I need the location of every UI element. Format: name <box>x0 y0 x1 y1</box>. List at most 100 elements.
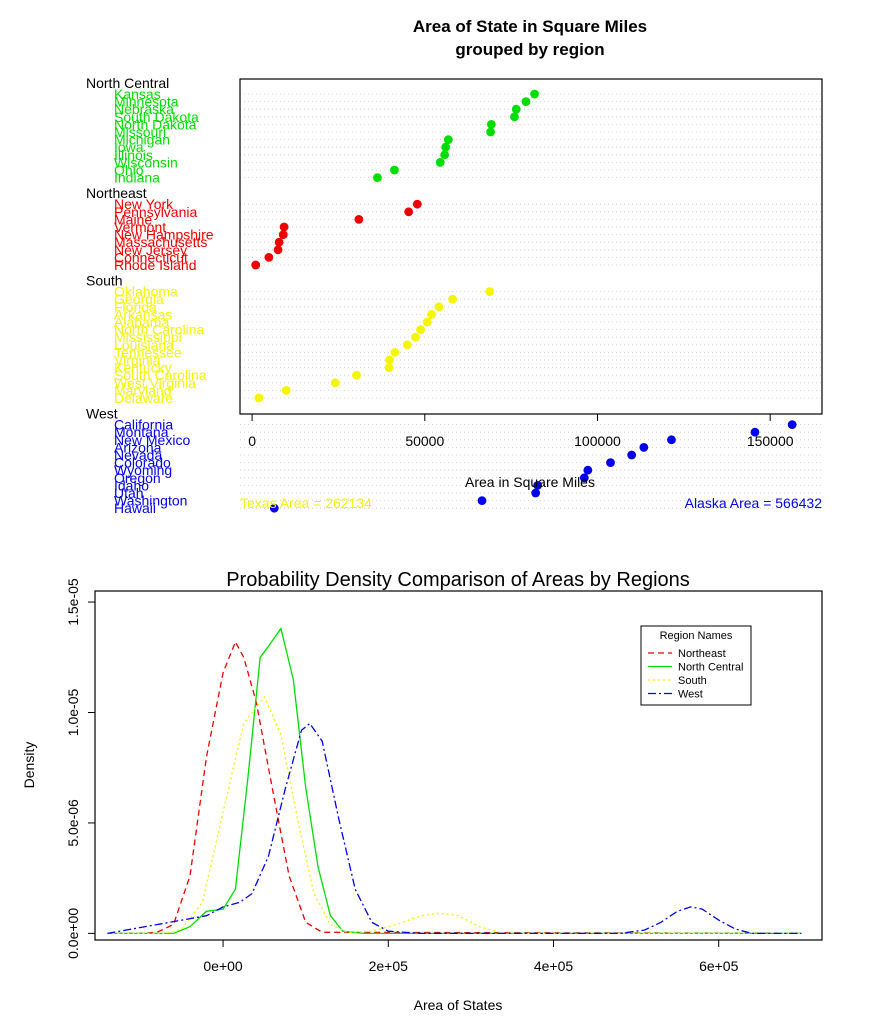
state-label-new-mexico: New Mexico <box>114 432 190 448</box>
state-label-massachusetts: Massachusetts <box>114 234 207 250</box>
state-label-alabama: Alabama <box>114 314 169 330</box>
state-label-oregon: Oregon <box>114 470 161 486</box>
state-label-iowa: Iowa <box>114 139 144 155</box>
dot-new-hampshire <box>278 230 288 240</box>
state-label-missouri: Missouri <box>114 124 166 140</box>
dot-vermont <box>279 222 289 232</box>
dot-new-jersey <box>273 245 283 255</box>
dot-massachusetts <box>274 237 284 247</box>
dot-illinois <box>440 150 450 160</box>
dot-virginia <box>385 355 394 365</box>
dot-missouri <box>486 127 495 137</box>
dot-kansas <box>530 89 539 99</box>
dot-chart: Area of State in Square Miles grouped by… <box>86 17 823 516</box>
dot-south-dakota <box>510 112 519 122</box>
density-legend: Region Names Northeast North CentralSouth… <box>640 625 752 706</box>
state-label-pennsylvania: Pennsylvania <box>114 204 197 220</box>
legend-label-north-central: North Central <box>678 662 743 674</box>
dot-x-tick-label: 100000 <box>574 433 621 449</box>
density-y-axis: 0.0e+00 5.0e-06 1.0e-05 1.5e-05 <box>65 578 96 959</box>
dot-idaho <box>533 481 543 490</box>
dot-new-york <box>412 199 422 209</box>
group-label-northeast: Northeast <box>86 185 147 201</box>
dot-nevada <box>627 450 637 460</box>
density-y-tick-label: 1.5e-05 <box>65 578 81 626</box>
dot-north-carolina <box>416 325 426 334</box>
dot-utah <box>531 488 541 498</box>
density-series-lines <box>107 627 802 935</box>
dot-maryland <box>281 386 291 395</box>
density-line-west <box>107 722 802 935</box>
state-label-arizona: Arizona <box>114 439 162 455</box>
dot-alabama <box>422 317 432 327</box>
state-label-west-virginia: West Virginia <box>114 375 196 391</box>
dot-iowa <box>441 142 451 152</box>
dot-mississippi <box>411 332 420 342</box>
density-x-tick-label: 2e+05 <box>369 958 409 974</box>
state-label-tennessee: Tennessee <box>114 344 182 360</box>
legend-title: Region Names <box>660 630 733 642</box>
state-label-mississippi: Mississippi <box>114 329 182 345</box>
state-label-hawaii: Hawaii <box>114 500 156 516</box>
dot-nebraska <box>511 104 521 114</box>
state-label-north-carolina: North Carolina <box>114 322 204 338</box>
density-chart-title: Probability Density Comparison of Areas … <box>226 569 690 591</box>
state-label-georgia: Georgia <box>114 291 164 307</box>
state-label-new-jersey: New Jersey <box>114 242 187 258</box>
dot-washington <box>477 496 487 505</box>
legend-box <box>640 625 752 706</box>
state-label-vermont: Vermont <box>114 219 166 235</box>
density-line-south <box>107 695 802 935</box>
dot-maine <box>354 215 364 224</box>
state-label-delaware: Delaware <box>114 390 173 406</box>
state-label-idaho: Idaho <box>114 477 149 493</box>
dot-wyoming <box>583 465 593 475</box>
state-label-colorado: Colorado <box>114 455 171 471</box>
density-x-tick-label: 4e+05 <box>534 958 574 974</box>
dot-x-tick-label: 150000 <box>747 433 794 449</box>
dot-chart-title-line2: grouped by region <box>455 40 604 59</box>
state-label-new-york: New York <box>114 196 174 212</box>
dot-wisconsin <box>435 158 445 167</box>
dot-florida <box>434 302 444 312</box>
dot-minnesota <box>521 97 531 106</box>
density-ylabel: Density <box>21 742 37 789</box>
dot-delaware <box>254 393 264 403</box>
state-label-montana: Montana <box>114 424 169 440</box>
dot-louisiana <box>402 340 412 350</box>
density-x-axis: 0e+00 2e+05 4e+05 6e+05 <box>203 939 739 974</box>
dot-ohio <box>390 165 399 175</box>
dot-arizona <box>639 443 649 452</box>
dot-oregon <box>579 473 589 483</box>
density-x-tick-label: 0e+00 <box>203 958 243 974</box>
state-label-minnesota: Minnesota <box>114 94 179 110</box>
dot-south-carolina <box>352 370 361 380</box>
state-label-virginia: Virginia <box>114 352 161 368</box>
state-label-kentucky: Kentucky <box>114 360 172 376</box>
state-label-oklahoma: Oklahoma <box>114 284 178 300</box>
dot-chart-x-axis: 0 50000 100000 150000 <box>248 413 794 449</box>
state-label-wisconsin: Wisconsin <box>114 154 178 170</box>
legend-label-northeast: Northeast <box>678 648 726 660</box>
state-label-nevada: Nevada <box>114 447 162 463</box>
density-x-tick-label: 6e+05 <box>699 958 739 974</box>
dot-connecticut <box>264 253 274 262</box>
dot-north-dakota <box>486 120 496 129</box>
state-label-rhode-island: Rhode Island <box>114 257 197 273</box>
state-label-north-dakota: North Dakota <box>114 116 197 132</box>
dot-chart-points <box>251 89 797 513</box>
dot-rhode-island <box>251 260 261 270</box>
dot-kentucky <box>384 363 394 372</box>
texas-area-annotation: Texas Area = 262134 <box>240 495 372 511</box>
dot-x-tick-label: 50000 <box>405 433 444 449</box>
density-line-north-central <box>107 627 802 935</box>
legend-label-west: West <box>678 689 703 701</box>
legend-label-south: South <box>678 675 707 687</box>
dot-michigan <box>443 135 453 145</box>
density-y-tick-label: 0.0e+00 <box>65 908 81 959</box>
dot-arkansas <box>427 310 436 319</box>
state-label-california: California <box>114 417 173 433</box>
dot-chart-gridlines <box>240 93 822 509</box>
